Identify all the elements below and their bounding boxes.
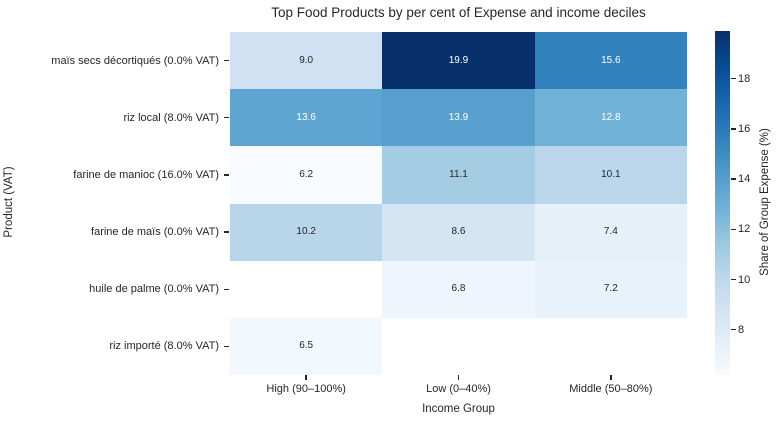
y-tick-mark xyxy=(224,174,229,176)
colorbar-tick-label: 18 xyxy=(738,72,751,85)
colorbar-tick-mark xyxy=(731,228,736,231)
heatmap-cell: 15.6 xyxy=(534,32,687,90)
heatmap-cell: 13.6 xyxy=(230,89,383,147)
chart-title: Top Food Products by per cent of Expense… xyxy=(271,5,646,20)
x-axis-title: Income Group xyxy=(422,403,495,415)
colorbar-tick-label: 16 xyxy=(738,122,751,135)
cell-value: 9.0 xyxy=(299,54,314,66)
y-tick-mark xyxy=(224,288,229,290)
heatmap-cell: 10.2 xyxy=(230,203,383,261)
cell-value: 12.8 xyxy=(601,111,621,123)
cell-value: 6.8 xyxy=(451,283,466,295)
y-tick-label: farine de maïs (0.0% VAT) xyxy=(91,226,219,239)
y-tick-label: maïs secs décortiqués (0.0% VAT) xyxy=(51,54,219,67)
x-tick-label: Low (0–40%) xyxy=(426,383,491,395)
y-axis-title: Product (VAT) xyxy=(3,166,15,238)
y-tick-label: riz local (8.0% VAT) xyxy=(123,111,219,124)
y-tick-label: huile de palme (0.0% VAT) xyxy=(89,283,219,296)
colorbar-tick-mark xyxy=(731,78,736,80)
y-tick-mark xyxy=(224,117,229,119)
y-tick-label: farine de manioc (16.0% VAT) xyxy=(73,168,219,181)
heatmap-cell xyxy=(534,317,687,375)
cell-value: 6.2 xyxy=(299,168,314,180)
cell-value: 7.4 xyxy=(603,226,618,238)
x-tick-label: High (90–100%) xyxy=(266,383,346,395)
heatmap-cell xyxy=(382,317,535,375)
cell-value: 10.2 xyxy=(296,226,316,238)
cell-value: 19.9 xyxy=(448,54,469,66)
colorbar-tick-mark xyxy=(731,329,736,331)
heatmap-cell: 9.0 xyxy=(230,32,383,90)
cell-value: 7.2 xyxy=(603,283,618,295)
heatmap-cell: 7.2 xyxy=(534,260,687,318)
colorbar xyxy=(715,31,730,375)
cell-value: 15.6 xyxy=(601,54,621,66)
x-tick-mark xyxy=(610,375,612,380)
cell-value: 11.1 xyxy=(449,168,468,180)
x-tick-mark xyxy=(457,375,460,380)
cell-value: 13.9 xyxy=(448,111,469,123)
colorbar-label: Share of Group Expense (%) xyxy=(759,128,771,276)
colorbar-tick-mark xyxy=(731,178,736,180)
heatmap-cell: 6.5 xyxy=(230,317,383,375)
heatmap-cell: 6.2 xyxy=(230,146,383,204)
cell-value: 8.6 xyxy=(451,226,466,238)
y-tick-label: riz importé (8.0% VAT) xyxy=(109,340,219,353)
y-tick-mark xyxy=(224,345,229,348)
heatmap-cell: 19.9 xyxy=(382,32,535,90)
heatmap-cell: 12.8 xyxy=(534,89,687,147)
x-tick-mark xyxy=(305,375,307,380)
colorbar-tick-label: 12 xyxy=(738,223,751,236)
y-tick-mark xyxy=(224,231,229,233)
colorbar-tick-label: 8 xyxy=(738,323,745,336)
heatmap-cell: 6.8 xyxy=(382,260,535,318)
cell-value: 10.1 xyxy=(601,168,621,180)
colorbar-tick-label: 14 xyxy=(738,173,751,186)
heatmap-cell: 10.1 xyxy=(534,146,687,204)
colorbar-tick-mark xyxy=(731,278,736,281)
heatmap-cell: 11.1 xyxy=(382,146,535,204)
cell-value: 6.5 xyxy=(299,340,314,352)
y-tick-mark xyxy=(224,59,229,62)
heatmap-grid: 9.0 19.9 15.6 13.6 13.9 12.8 6.2 11.1 10.1 10.2 8.… xyxy=(230,32,687,375)
cell-value: 13.6 xyxy=(296,111,316,123)
colorbar-tick-label: 10 xyxy=(738,273,751,286)
heatmap-cell xyxy=(230,260,383,318)
heatmap-cell: 7.4 xyxy=(534,203,687,261)
x-tick-label: Middle (50–80%) xyxy=(569,383,653,395)
heatmap-cell: 13.9 xyxy=(382,89,535,147)
colorbar-tick-mark xyxy=(731,128,736,130)
heatmap-cell: 8.6 xyxy=(382,203,535,261)
